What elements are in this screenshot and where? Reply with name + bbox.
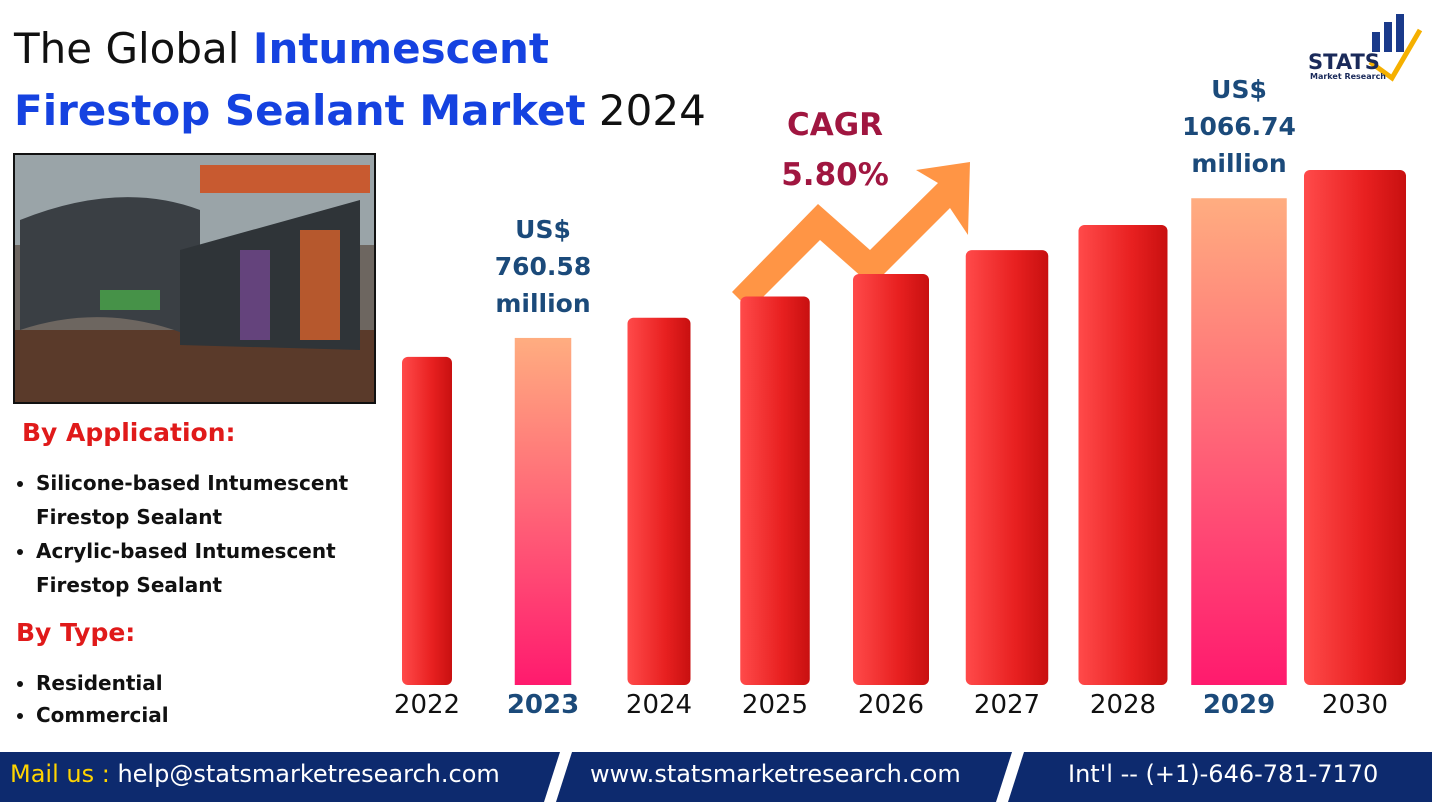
bar [1304, 170, 1406, 685]
title-part: The Global [14, 24, 240, 73]
phone: Int'l -- (+1)-646-781-7170 [1068, 760, 1379, 788]
x-tick-label: 2024 [625, 690, 693, 720]
segment-item: Acrylic-based Intumescent Firestop Seala… [36, 534, 416, 602]
cagr: CAGR 5.80% [760, 100, 910, 200]
bar [1191, 198, 1287, 686]
segment-list: Silicone-based Intumescent Firestop Seal… [16, 466, 416, 602]
value-label: US$ 760.58 million [494, 214, 592, 318]
bar [627, 317, 691, 685]
x-tick-label: 2029 [1202, 690, 1276, 720]
bar [1078, 224, 1168, 686]
footer-band [0, 752, 1432, 802]
mail-label: Mail us : [10, 760, 110, 788]
footer-mail: Mail us : help@statsmarketresearch.com [10, 760, 500, 788]
segment-heading: By Application: [22, 418, 236, 447]
segment-item: Commercial [36, 699, 416, 731]
cagr-value: 5.80% [781, 157, 889, 193]
bar [740, 296, 810, 685]
x-tick-label: 2022 [393, 690, 461, 720]
title-part: 2024 [598, 86, 706, 135]
website: www.statsmarketresearch.com [590, 760, 961, 788]
trend-arrow [732, 162, 970, 310]
x-tick-label: 2026 [857, 690, 925, 720]
title: The Global Intumescent Firestop Sealant M… [14, 18, 706, 142]
x-tick-label: 2023 [506, 690, 580, 720]
x-tick-label: 2027 [973, 690, 1041, 720]
bar [853, 273, 929, 685]
logo-subtitle: Market Research [1310, 72, 1386, 81]
x-tick-label: 2025 [741, 690, 809, 720]
email: help@statsmarketresearch.com [117, 760, 500, 788]
bar [402, 356, 452, 685]
photo [13, 153, 376, 404]
title-part: Intumescent [252, 24, 549, 73]
footer-divider [996, 752, 1024, 802]
value-label: US$ 1066.74 million [1182, 75, 1296, 179]
x-tick-label: 2030 [1321, 690, 1389, 720]
x-tick-label: 2028 [1089, 690, 1157, 720]
title-part: Firestop Sealant Market [14, 86, 586, 135]
segment-item: Silicone-based Intumescent Firestop Seal… [36, 466, 416, 534]
cagr-label: CAGR [786, 107, 884, 143]
bar [514, 337, 572, 685]
bar [965, 250, 1049, 686]
segment-list: Residential Commercial [16, 667, 416, 731]
footer-divider [544, 752, 572, 802]
segment-heading: By Type: [16, 618, 136, 647]
segment-item: Residential [36, 667, 416, 699]
logo-icon [1368, 14, 1423, 82]
logo-name: STATS [1308, 50, 1380, 74]
